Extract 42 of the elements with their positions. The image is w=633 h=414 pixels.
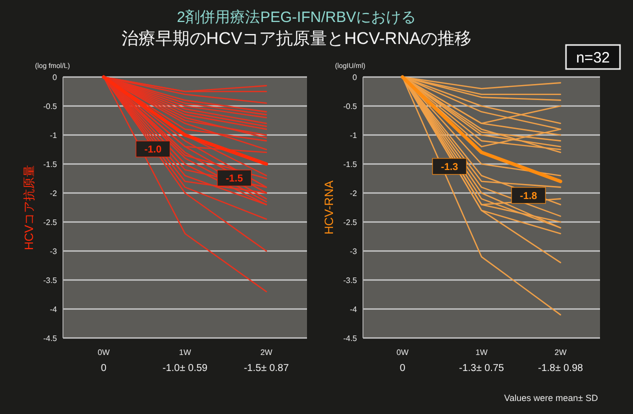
y-tick-label: -1.5: [43, 160, 58, 169]
y-tick-label: -4.5: [343, 334, 358, 343]
y-tick-label: -3.5: [43, 276, 58, 285]
y-axis-title: HCV-RNA: [322, 180, 336, 235]
y-axis-title: HCVコア抗原量: [22, 164, 36, 250]
y-tick-label: 0: [352, 72, 358, 82]
x-tick-label: 1W: [476, 348, 488, 357]
y-tick-label: -1: [50, 130, 58, 140]
annotation: -1.3: [440, 162, 459, 173]
y-tick-label: -0.5: [343, 102, 358, 111]
chart-title: 2剤併用療法PEG-IFN/RBVにおける: [176, 9, 416, 26]
y-tick-label: -4: [350, 304, 358, 314]
y-tick-label: -4: [50, 304, 58, 314]
chart-subtitle: 治療早期のHCVコア抗原量とHCV-RNAの推移: [121, 29, 472, 48]
x-tick-label: 2W: [554, 348, 567, 357]
text: n=32: [576, 49, 610, 66]
y-tick-label: -1.5: [343, 160, 358, 169]
x-tick-label: 0W: [98, 348, 110, 357]
y-tick-label: -2: [50, 188, 58, 198]
x-tick-label: 1W: [179, 348, 192, 357]
y-tick-label: -3: [50, 246, 58, 256]
y-tick-label: -0.5: [43, 102, 58, 111]
y-tick-label: -2: [350, 188, 358, 198]
x-tick-label: 0W: [396, 348, 409, 357]
data-label: -1.0± 0.59: [162, 363, 208, 374]
y-tick-label: -2.5: [343, 218, 358, 227]
annotation: -1.0: [144, 144, 162, 156]
data-label: -1.8± 0.98: [538, 363, 584, 374]
x-tick-label: 2W: [260, 348, 273, 357]
y-tick-label: -3.5: [343, 276, 358, 285]
annotation: -1.8: [520, 190, 538, 202]
data-label: 0: [400, 363, 406, 374]
y-tick-label: -2.5: [43, 218, 58, 227]
data-label: -1.5± 0.87: [244, 363, 290, 374]
y-tick-label: -3: [350, 246, 358, 256]
data-label: 0: [100, 363, 107, 374]
y-tick-label: 0: [52, 72, 58, 82]
annotation: -1.5: [226, 174, 244, 184]
y-tick-label: -1: [350, 130, 358, 140]
data-label: -1.3± 0.75: [459, 363, 504, 374]
text: Values were mean± SD: [504, 393, 598, 403]
y-tick-label: -4.5: [43, 334, 58, 343]
